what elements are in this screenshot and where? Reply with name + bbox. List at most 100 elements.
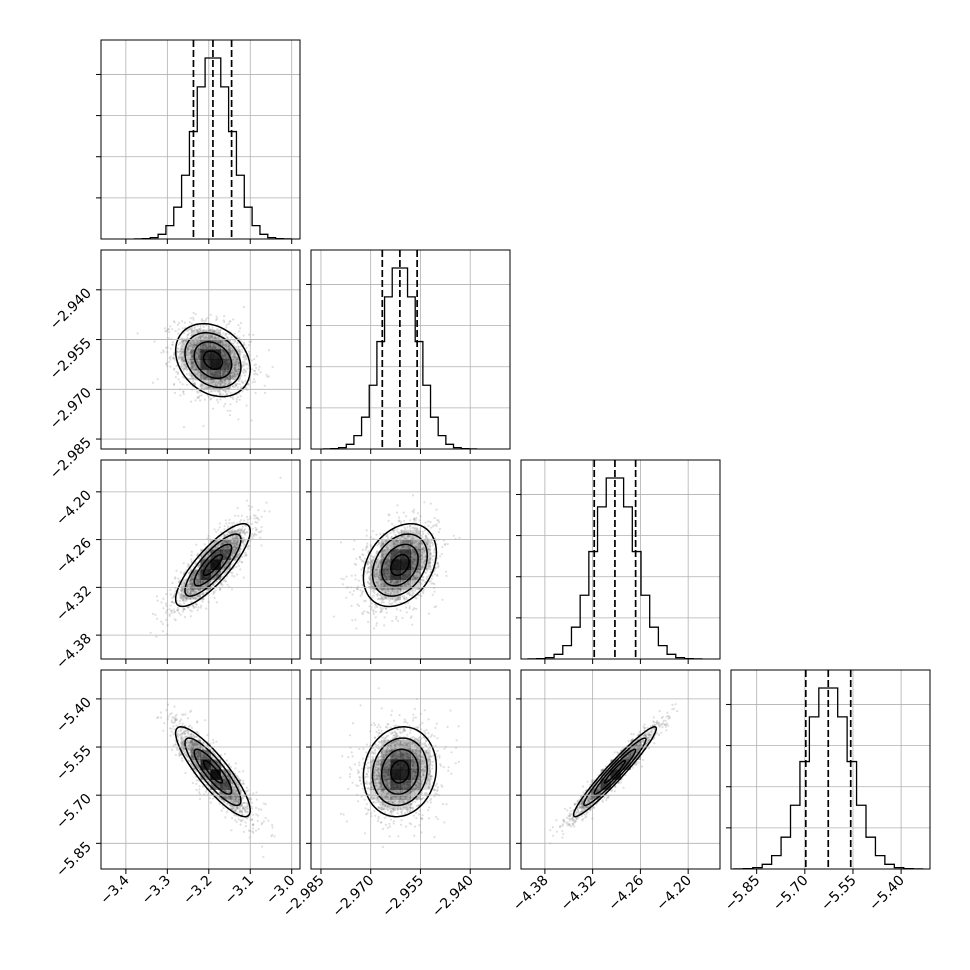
sample-point <box>412 548 415 551</box>
sample-point <box>211 339 214 342</box>
sample-point <box>221 381 224 384</box>
sample-point <box>404 540 408 543</box>
sample-point <box>185 597 188 600</box>
sample-point <box>174 376 177 379</box>
sample-point <box>225 371 228 374</box>
sample-point <box>356 603 359 606</box>
sample-point <box>205 607 208 610</box>
sample-point <box>405 597 408 601</box>
sample-point <box>183 581 186 585</box>
sample-point <box>196 340 199 343</box>
sample-point <box>174 577 177 580</box>
sample-point <box>247 383 250 386</box>
sample-point <box>412 608 415 611</box>
sample-point <box>234 546 238 549</box>
sample-point <box>168 356 171 359</box>
sample-point <box>256 517 259 520</box>
density-cell <box>200 339 211 350</box>
sample-point <box>411 592 414 595</box>
sample-point <box>199 371 202 374</box>
sample-point <box>408 540 411 543</box>
sample-point <box>191 356 194 359</box>
sample-point <box>189 342 192 345</box>
sample-point <box>183 607 186 611</box>
sample-point <box>216 573 220 577</box>
sample-point <box>399 588 402 591</box>
sample-point <box>207 601 210 604</box>
sample-point <box>208 372 211 375</box>
sample-point <box>180 597 183 600</box>
sample-point <box>393 528 396 532</box>
sample-point <box>201 580 204 583</box>
sample-point <box>384 591 387 595</box>
sample-point <box>215 575 218 578</box>
sample-point <box>433 583 436 586</box>
sample-point <box>230 543 233 546</box>
sample-point <box>192 318 195 321</box>
density-cell <box>220 559 231 570</box>
sample-point <box>231 549 234 552</box>
sample-point <box>374 606 377 609</box>
sample-point <box>168 613 171 616</box>
sample-point <box>242 576 245 579</box>
sample-point <box>201 579 204 582</box>
contour-1 <box>193 341 233 380</box>
sample-point <box>418 532 421 535</box>
hist-panel-p1 <box>306 249 511 454</box>
sample-point <box>220 340 223 343</box>
sample-point <box>220 583 223 586</box>
sample-point <box>218 340 221 343</box>
sample-point <box>404 584 407 587</box>
sample-point <box>398 580 401 584</box>
sample-point <box>221 354 224 357</box>
sample-point <box>193 327 196 330</box>
sample-point <box>401 595 404 598</box>
sample-point <box>228 414 232 417</box>
sample-point <box>428 564 431 568</box>
sample-point <box>242 542 246 546</box>
sample-point <box>385 566 388 569</box>
sample-point <box>413 554 416 557</box>
sample-point <box>377 576 380 579</box>
sample-point <box>227 540 230 543</box>
sample-point <box>191 362 195 365</box>
sample-point <box>381 542 384 545</box>
sample-point <box>224 369 227 372</box>
sample-point <box>233 356 236 359</box>
sample-point <box>403 519 406 523</box>
sample-point <box>212 396 215 399</box>
sample-point <box>366 562 369 566</box>
sample-point <box>433 590 436 593</box>
sample-point <box>189 351 192 354</box>
sample-point <box>181 356 184 359</box>
sample-point <box>383 582 386 585</box>
sample-point <box>244 540 247 544</box>
sample-point <box>400 545 404 549</box>
sample-point <box>413 553 417 557</box>
sample-point <box>233 369 236 372</box>
sample-point <box>380 601 383 604</box>
sample-point <box>382 550 385 553</box>
sample-point <box>191 330 194 333</box>
sample-point <box>366 610 369 614</box>
sample-point <box>396 543 399 546</box>
sample-point <box>175 364 178 367</box>
sample-point <box>235 360 239 363</box>
sample-point <box>191 345 194 349</box>
sample-point <box>430 526 433 529</box>
sample-point <box>176 608 179 612</box>
sample-point <box>368 578 371 582</box>
sample-point <box>388 514 391 517</box>
sample-point <box>200 376 203 379</box>
sample-point <box>231 376 234 379</box>
sample-point <box>191 366 194 369</box>
sample-point <box>417 567 420 570</box>
sample-point <box>212 345 215 348</box>
sample-point <box>235 542 238 545</box>
sample-point <box>231 373 234 376</box>
sample-point <box>221 343 224 347</box>
sample-point <box>201 600 204 603</box>
sample-point <box>165 618 168 621</box>
sample-point <box>197 360 200 363</box>
sample-point <box>198 355 201 358</box>
